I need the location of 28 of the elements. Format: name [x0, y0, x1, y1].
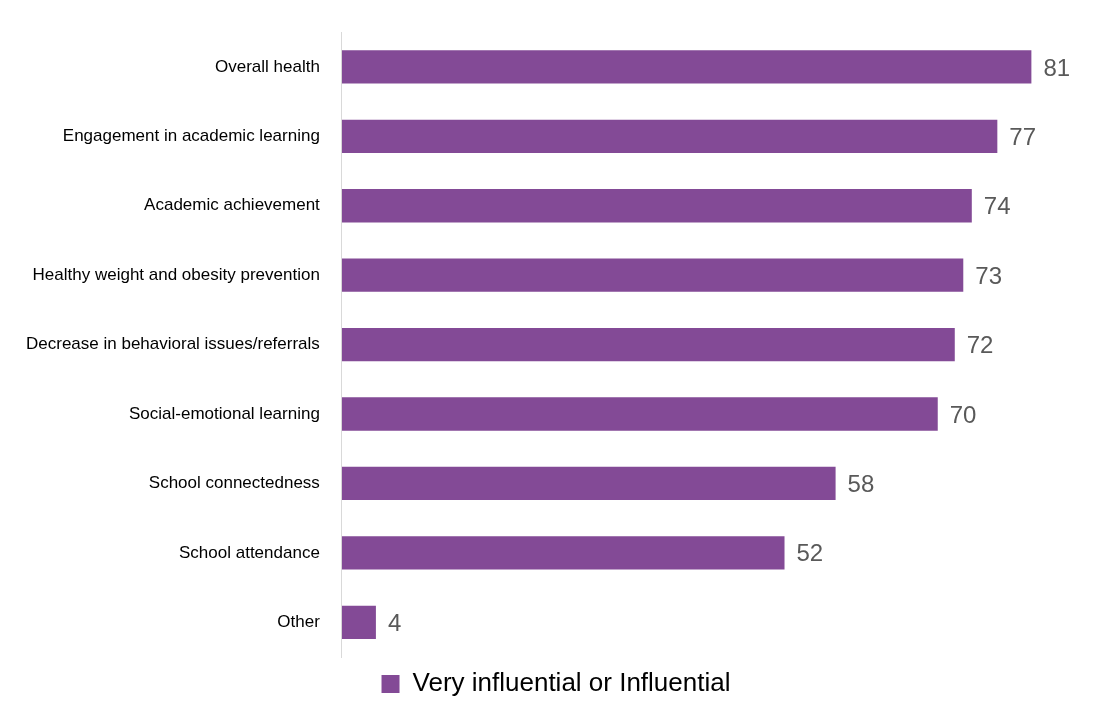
bar: [341, 605, 376, 639]
data-label: 73: [975, 261, 1002, 289]
bar: [341, 327, 955, 362]
y-tick-label: Other: [277, 611, 321, 631]
data-label: 70: [949, 400, 977, 428]
data-label: 81: [1043, 53, 1071, 81]
data-label: 77: [1009, 122, 1037, 150]
y-tick-label: Healthy weight and obesity prevention: [32, 264, 320, 284]
data-label: 52: [796, 539, 824, 567]
data-label: 58: [847, 470, 875, 498]
y-tick-label: School connectedness: [148, 473, 320, 493]
y-tick-label: Decrease in behavioral issues/referrals: [26, 334, 320, 354]
y-tick-label: Academic achievement: [144, 195, 321, 215]
data-label: 72: [966, 331, 994, 359]
bar: [341, 397, 938, 431]
y-tick-label: School attendance: [179, 542, 320, 562]
data-label: 74: [983, 192, 1011, 220]
legend-label: Very influential or Influential: [412, 667, 731, 698]
y-tick-label: Overall health: [214, 56, 320, 76]
data-label: 4: [387, 608, 402, 636]
bar: [341, 119, 998, 153]
bar: [341, 466, 836, 501]
y-tick-label: Social-emotional learning: [128, 403, 320, 423]
bar: [341, 50, 1032, 84]
y-tick-label: Engagement in academic learning: [62, 126, 320, 146]
bar: [341, 189, 972, 223]
bar: [341, 536, 785, 570]
bar: [341, 258, 964, 292]
